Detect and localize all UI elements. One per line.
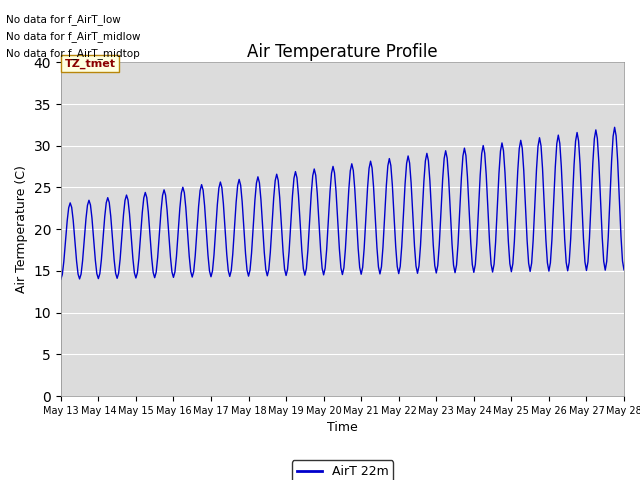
Text: No data for f_AirT_midlow: No data for f_AirT_midlow xyxy=(6,31,141,42)
X-axis label: Time: Time xyxy=(327,421,358,434)
Title: Air Temperature Profile: Air Temperature Profile xyxy=(247,43,438,61)
Text: No data for f_AirT_midtop: No data for f_AirT_midtop xyxy=(6,48,140,59)
Legend: AirT 22m: AirT 22m xyxy=(292,460,393,480)
Text: TZ_tmet: TZ_tmet xyxy=(65,59,116,69)
Text: No data for f_AirT_low: No data for f_AirT_low xyxy=(6,14,121,25)
Y-axis label: Air Termperature (C): Air Termperature (C) xyxy=(15,165,28,293)
